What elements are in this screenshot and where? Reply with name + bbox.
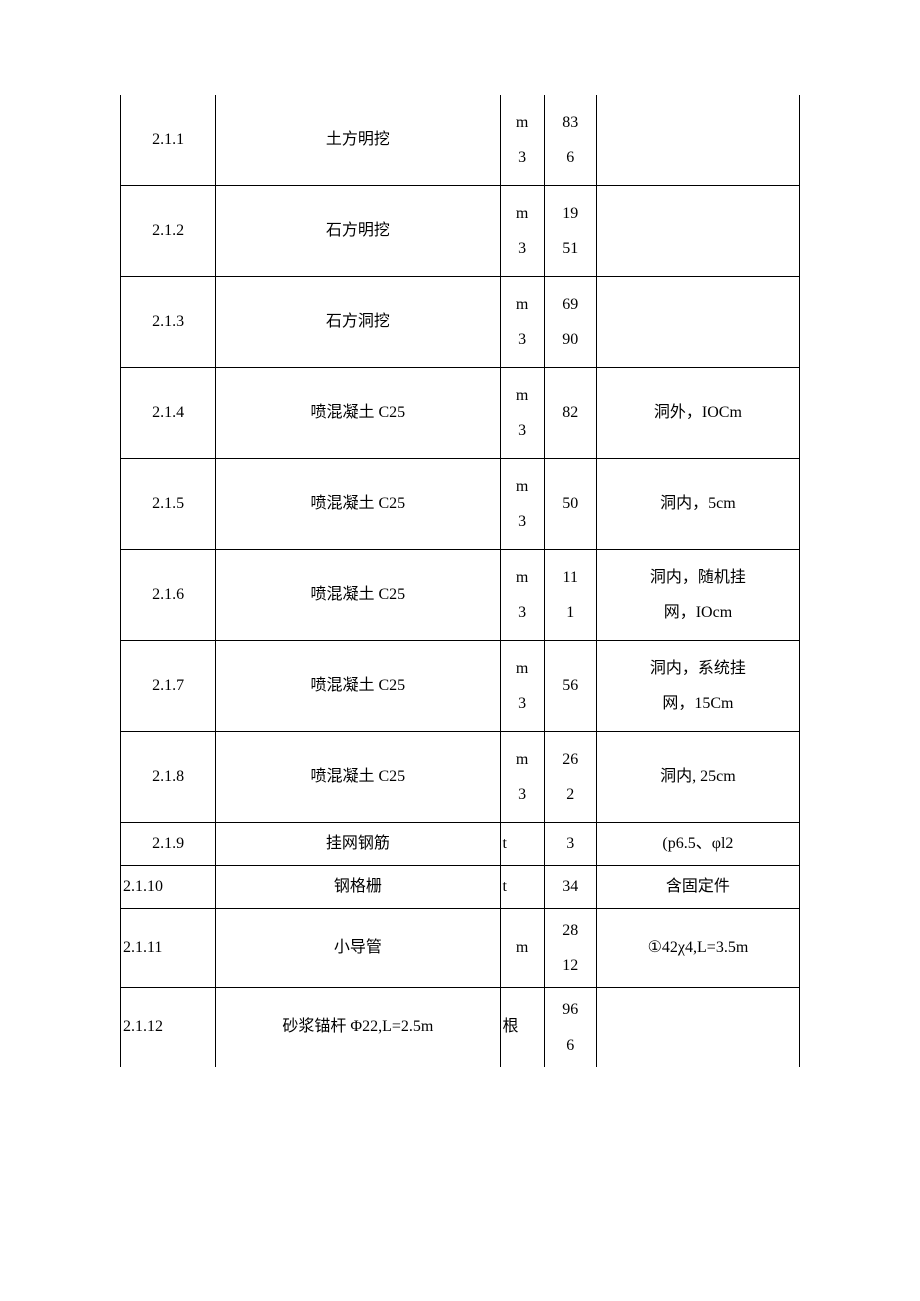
row-number: 2.1.1 xyxy=(121,95,215,185)
row-description: 石方洞挖 xyxy=(216,277,499,367)
row-note: 洞内, 25cm xyxy=(597,732,799,822)
row-note: (p6.5、φl2 xyxy=(597,823,799,865)
table-row: 2.1.3 石方洞挖 m3 6990 xyxy=(121,277,800,368)
table-row: 2.1.1 土方明挖 m3 836 xyxy=(121,95,800,186)
row-quantity: 50 xyxy=(545,459,596,549)
row-unit: m3 xyxy=(501,95,544,185)
row-quantity: 111 xyxy=(545,550,596,640)
row-description: 喷混凝土 C25 xyxy=(216,732,499,822)
row-number: 2.1.4 xyxy=(121,368,215,458)
row-note xyxy=(597,277,799,367)
row-number: 2.1.6 xyxy=(121,550,215,640)
row-unit: m3 xyxy=(501,277,544,367)
row-description: 挂网钢筋 xyxy=(216,823,499,865)
row-quantity: 1951 xyxy=(545,186,596,276)
row-unit: t xyxy=(501,823,544,865)
row-unit: m3 xyxy=(501,459,544,549)
row-unit: 根 xyxy=(501,989,544,1067)
table-row: 2.1.11 小导管 m 2812 ①42χ4,L=3.5m xyxy=(121,909,800,988)
row-quantity: 56 xyxy=(545,641,596,731)
table-row: 2.1.10 钢格栅 t 34 含固定件 xyxy=(121,866,800,909)
table-row: 2.1.7 喷混凝土 C25 m3 56 洞内，系统挂网，15Cm xyxy=(121,641,800,732)
table-row: 2.1.4 喷混凝土 C25 m3 82 洞外，IOCm xyxy=(121,368,800,459)
row-quantity: 3 xyxy=(545,823,596,865)
row-description: 土方明挖 xyxy=(216,95,499,185)
row-number: 2.1.3 xyxy=(121,277,215,367)
row-number: 2.1.11 xyxy=(121,909,215,987)
row-unit: m3 xyxy=(501,550,544,640)
table-row: 2.1.8 喷混凝土 C25 m3 262 洞内, 25cm xyxy=(121,732,800,823)
row-unit: t xyxy=(501,866,544,908)
row-number: 2.1.5 xyxy=(121,459,215,549)
row-quantity: 34 xyxy=(545,866,596,908)
table-row: 2.1.5 喷混凝土 C25 m3 50 洞内，5cm xyxy=(121,459,800,550)
row-description: 砂浆锚杆 Φ22,L=2.5m xyxy=(216,989,499,1067)
row-note: 洞内，5cm xyxy=(597,459,799,549)
data-table: 2.1.1 土方明挖 m3 836 2.1.2 石方明挖 m3 1951 2.1… xyxy=(120,95,800,1067)
table-row: 2.1.9 挂网钢筋 t 3 (p6.5、φl2 xyxy=(121,823,800,866)
row-quantity: 836 xyxy=(545,95,596,185)
row-quantity: 966 xyxy=(545,988,596,1066)
row-number: 2.1.8 xyxy=(121,732,215,822)
row-quantity: 262 xyxy=(545,732,596,822)
row-note xyxy=(597,95,799,185)
row-number: 2.1.12 xyxy=(121,989,215,1067)
row-unit: m3 xyxy=(501,368,544,458)
row-number: 2.1.7 xyxy=(121,641,215,731)
row-note: ①42χ4,L=3.5m xyxy=(597,909,799,987)
row-quantity: 82 xyxy=(545,368,596,458)
row-number: 2.1.9 xyxy=(121,823,215,865)
row-quantity: 6990 xyxy=(545,277,596,367)
row-unit: m3 xyxy=(501,641,544,731)
row-unit: m3 xyxy=(501,186,544,276)
row-description: 喷混凝土 C25 xyxy=(216,641,499,731)
row-quantity: 2812 xyxy=(545,909,596,987)
row-description: 喷混凝土 C25 xyxy=(216,550,499,640)
row-note: 含固定件 xyxy=(597,866,799,908)
row-description: 钢格栅 xyxy=(216,866,499,908)
row-number: 2.1.10 xyxy=(121,866,215,908)
table-row: 2.1.6 喷混凝土 C25 m3 111 洞内，随机挂网，IOcm xyxy=(121,550,800,641)
row-note: 洞外，IOCm xyxy=(597,368,799,458)
row-note: 洞内，随机挂网，IOcm xyxy=(597,550,799,640)
row-description: 小导管 xyxy=(216,909,499,987)
row-unit: m xyxy=(501,909,544,987)
row-description: 喷混凝土 C25 xyxy=(216,459,499,549)
row-unit: m3 xyxy=(501,732,544,822)
row-description: 石方明挖 xyxy=(216,186,499,276)
table-row: 2.1.12 砂浆锚杆 Φ22,L=2.5m 根 966 xyxy=(121,988,800,1067)
row-note xyxy=(597,186,799,276)
engineering-quantities-table: 2.1.1 土方明挖 m3 836 2.1.2 石方明挖 m3 1951 2.1… xyxy=(120,95,800,1067)
row-number: 2.1.2 xyxy=(121,186,215,276)
table-row: 2.1.2 石方明挖 m3 1951 xyxy=(121,186,800,277)
row-description: 喷混凝土 C25 xyxy=(216,368,499,458)
row-note xyxy=(597,989,799,1067)
row-note: 洞内，系统挂网，15Cm xyxy=(597,641,799,731)
